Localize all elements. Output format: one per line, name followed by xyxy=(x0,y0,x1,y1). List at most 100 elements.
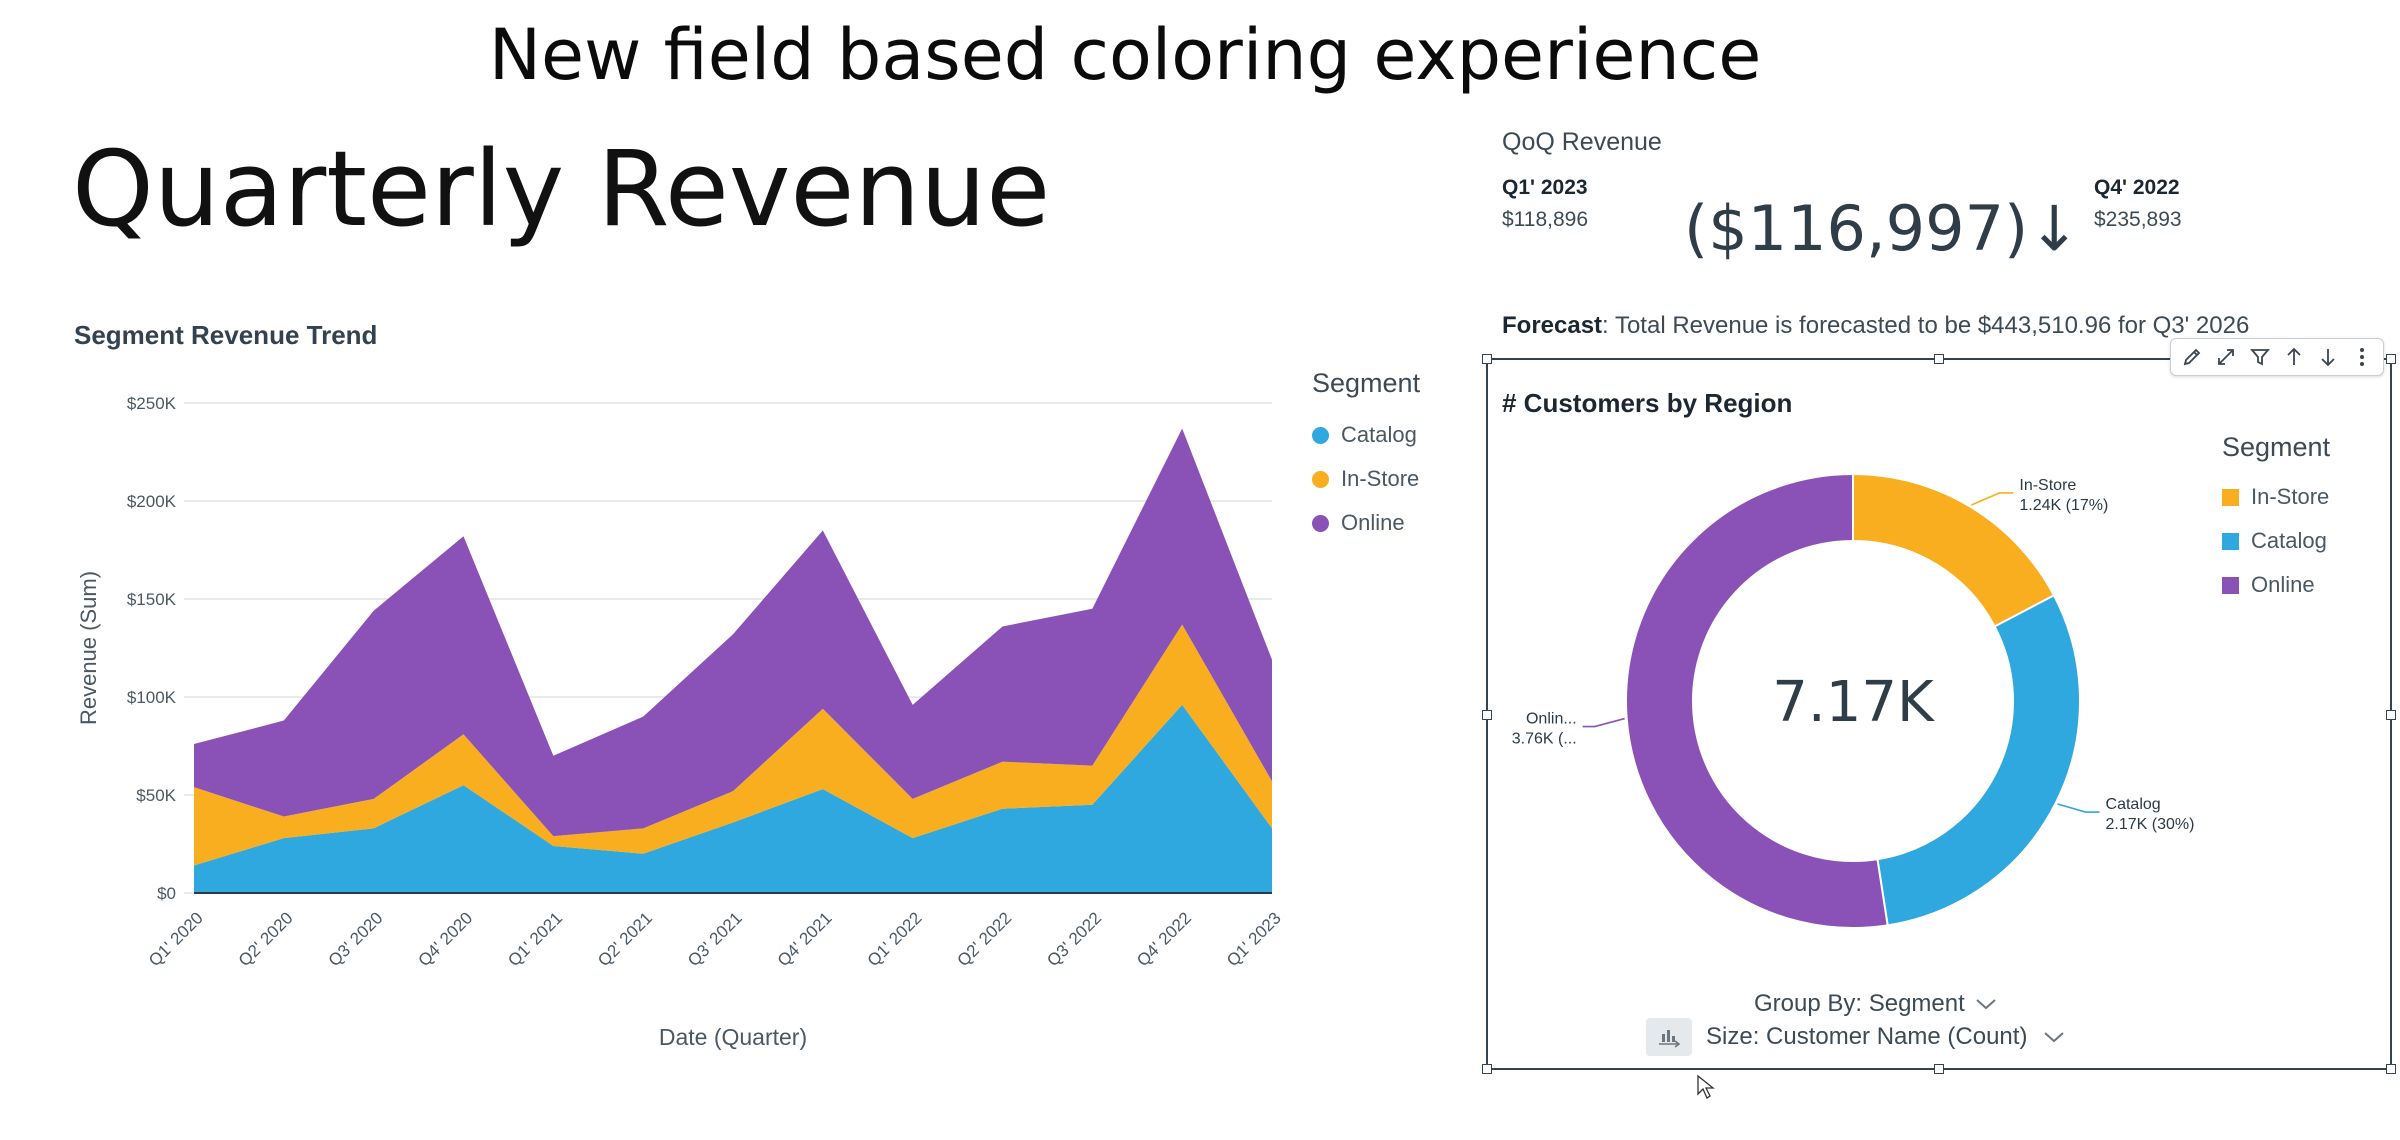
x-tick-label: Q1' 2020 xyxy=(145,908,207,970)
callout-line xyxy=(2057,803,2100,813)
data-label-name: Onlin... xyxy=(1526,711,1577,728)
donut-chart[interactable]: In-Store 1.24K (17%) Catalog 2.17K (30%) Onl… xyxy=(1486,440,2226,960)
donut-slice-online xyxy=(1625,472,1889,929)
donut-visual-selection[interactable] xyxy=(1482,354,2396,1074)
swap-fields-button[interactable] xyxy=(1646,1018,1692,1056)
legend-dot xyxy=(1312,514,1329,532)
x-tick-label: Q2' 2021 xyxy=(594,908,656,970)
group-by-label: Group By: Segment xyxy=(1754,990,1965,1017)
y-tick-label: $0 xyxy=(157,884,176,903)
forecast-text: : Total Revenue is forecasted to be $443… xyxy=(1602,312,2250,339)
y-tick-label: $250K xyxy=(127,394,177,413)
data-label-value: 3.76K (... xyxy=(1512,731,1577,748)
y-tick-label: $200K xyxy=(127,492,177,511)
y-tick-label: $150K xyxy=(127,590,177,609)
resize-handle-nw[interactable] xyxy=(1482,354,1492,364)
resize-handle-e[interactable] xyxy=(2386,710,2396,720)
kpi-current-value: $118,896 xyxy=(1502,208,1589,231)
x-tick-label: Q2' 2020 xyxy=(235,908,297,970)
legend-item-catalog[interactable]: Catalog xyxy=(2222,519,2330,563)
area-series-catalog xyxy=(194,704,1272,893)
legend-label: Online xyxy=(2251,572,2315,597)
area-chart-title: Segment Revenue Trend xyxy=(74,320,378,350)
legend-label: Catalog xyxy=(2251,528,2327,553)
x-tick-label: Q3' 2020 xyxy=(325,908,387,970)
legend-swatch xyxy=(2222,576,2239,594)
legend-label: Catalog xyxy=(1341,422,1417,447)
data-label-value: 1.24K (17%) xyxy=(2019,497,2108,514)
legend-item-catalog[interactable]: Catalog xyxy=(1312,413,1420,457)
legend-title: Segment xyxy=(1312,368,1421,398)
area-series-online xyxy=(194,428,1272,837)
legend-item-in-store[interactable]: In-Store xyxy=(1312,457,1420,501)
y-tick-label: $50K xyxy=(136,786,176,805)
legend-item-in-store[interactable]: In-Store xyxy=(2222,475,2330,519)
forecast-label: Forecast xyxy=(1502,312,1603,339)
filter-icon[interactable] xyxy=(2247,344,2273,370)
callout-line xyxy=(1582,717,1625,728)
legend-label: In-Store xyxy=(1341,466,1420,491)
x-tick-label: Q4' 2022 xyxy=(1133,908,1195,970)
arrow-down-icon[interactable] xyxy=(2315,344,2341,370)
x-axis-title: Date (Quarter) xyxy=(659,1024,807,1050)
data-label-name: Catalog xyxy=(2106,796,2161,813)
resize-handle-ne[interactable] xyxy=(2386,354,2396,364)
size-label: Size: Customer Name (Count) xyxy=(1706,1023,2028,1050)
resize-handle-w[interactable] xyxy=(1482,710,1492,720)
legend-label: Online xyxy=(1341,510,1405,535)
legend-swatch xyxy=(2222,488,2239,506)
resize-handle-n[interactable] xyxy=(1934,354,1944,364)
legend-title: Segment xyxy=(2222,432,2331,462)
resize-handle-se[interactable] xyxy=(2386,1064,2396,1074)
legend-dot xyxy=(1312,470,1329,488)
kpi-current-period: Q1' 2023 $118,896 xyxy=(1502,176,1588,232)
x-tick-label: Q1' 2023 xyxy=(1223,908,1285,970)
mouse-cursor-icon xyxy=(1697,1074,1715,1099)
x-tick-label: Q3' 2021 xyxy=(684,908,746,970)
x-tick-label: Q4' 2020 xyxy=(414,908,476,970)
donut-center-total: 7.17K xyxy=(1772,670,1935,735)
pencil-icon[interactable] xyxy=(2179,344,2205,370)
donut-slice-catalog xyxy=(1876,593,2081,927)
legend-swatch xyxy=(2222,532,2239,550)
donut-chart-legend[interactable]: Segment In-Store Catalog Online xyxy=(2222,432,2330,607)
arrow-up-icon[interactable] xyxy=(2281,344,2307,370)
data-label-value: 2.17K (30%) xyxy=(2106,816,2195,833)
visual-toolbar xyxy=(2170,338,2384,376)
x-tick-label: Q1' 2021 xyxy=(504,908,566,970)
legend-label: In-Store xyxy=(2251,484,2330,509)
y-axis-title: Revenue (Sum) xyxy=(76,571,101,725)
resize-handle-s[interactable] xyxy=(1934,1064,1944,1074)
data-label-name: In-Store xyxy=(2019,477,2076,494)
area-series-in-store xyxy=(194,624,1272,866)
callout-line xyxy=(1971,492,2014,506)
kpi-title: QoQ Revenue xyxy=(1502,128,1662,156)
chevron-down-icon xyxy=(1976,999,1996,1010)
kpi-current-label: Q1' 2023 xyxy=(1502,176,1588,199)
more-vertical-icon[interactable] xyxy=(2349,344,2375,370)
x-tick-label: Q3' 2022 xyxy=(1043,908,1105,970)
swap-icon xyxy=(1659,1030,1681,1048)
legend-item-online[interactable]: Online xyxy=(1312,501,1420,545)
page-title: Quarterly Revenue xyxy=(72,128,1051,250)
legend-item-online[interactable]: Online xyxy=(2222,563,2330,607)
area-chart[interactable]: $250K $200K $150K $100K $50K $0 Q1' 2020 Q2' 20… xyxy=(70,360,1300,1080)
y-tick-label: $100K xyxy=(127,688,177,707)
forecast-narrative: Forecast: Total Revenue is forecasted to… xyxy=(1502,312,2249,340)
legend-dot xyxy=(1312,426,1329,444)
kpi-previous-period: Q4' 2022 $235,893 xyxy=(2094,176,2182,232)
group-by-field-well[interactable]: Group By: Segment xyxy=(1754,990,1999,1018)
banner-title: New field based coloring experience xyxy=(488,14,1762,96)
resize-handle-sw[interactable] xyxy=(1482,1064,1492,1074)
expand-icon[interactable] xyxy=(2213,344,2239,370)
donut-chart-title: # Customers by Region xyxy=(1502,388,1793,418)
kpi-previous-label: Q4' 2022 xyxy=(2094,176,2180,199)
kpi-previous-value: $235,893 xyxy=(2094,208,2182,231)
x-tick-label: Q4' 2021 xyxy=(774,908,836,970)
kpi-delta-value: ($116,997)↓ xyxy=(1684,192,2081,265)
chevron-down-icon xyxy=(2044,1032,2065,1043)
x-tick-label: Q1' 2022 xyxy=(864,908,926,970)
size-field-well[interactable]: Size: Customer Name (Count) xyxy=(1646,1018,2067,1056)
area-chart-legend[interactable]: Segment Catalog In-Store Online xyxy=(1312,368,1420,545)
x-tick-label: Q2' 2022 xyxy=(953,908,1015,970)
